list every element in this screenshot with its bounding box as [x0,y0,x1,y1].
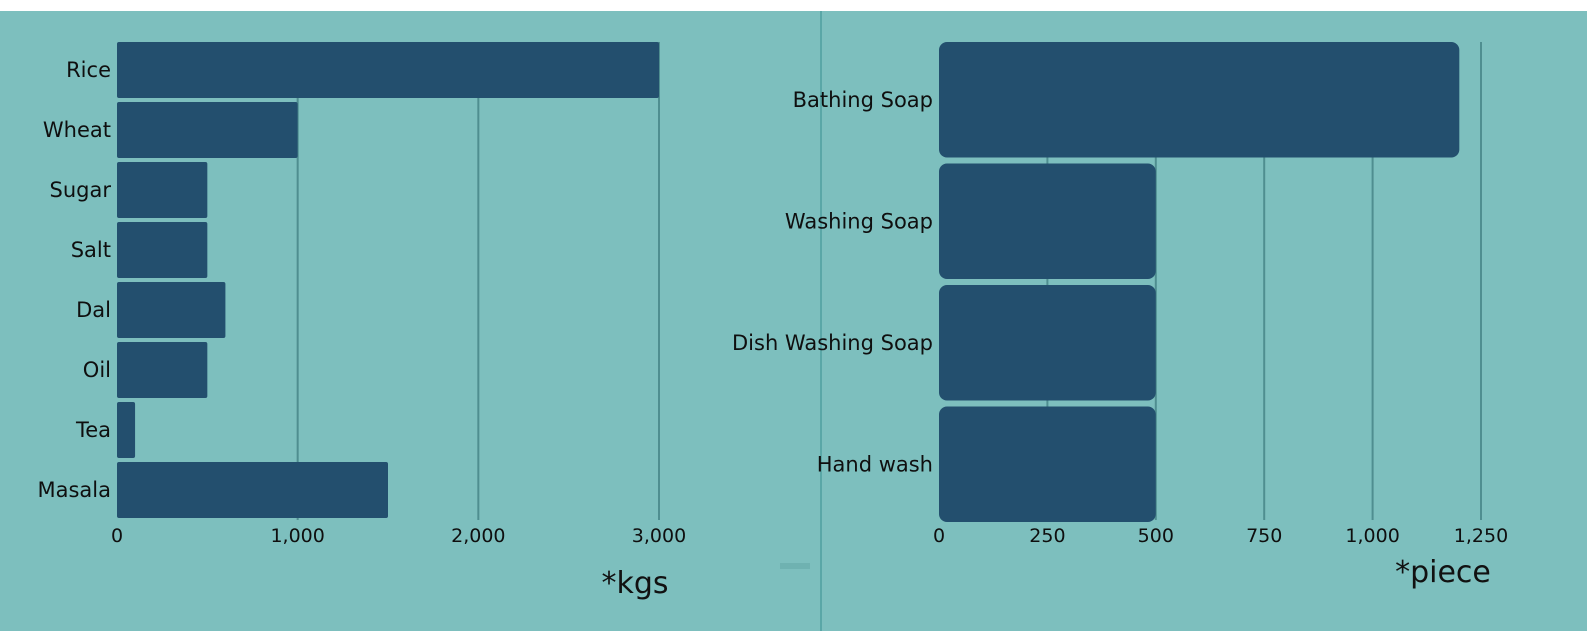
unit-label-kgs: *kgs [601,566,668,601]
x-tick-kgs-2: 2,000 [451,525,505,547]
category-label-washing-soap: Washing Soap [785,209,933,233]
bar-sugar [117,162,208,218]
bar-dal [117,282,226,338]
bar-tea [117,402,136,458]
x-tick-piece-3: 750 [1246,525,1282,547]
bar-wheat [117,102,298,158]
bar-hand-wash [939,406,1156,522]
category-label-bathing-soap: Bathing Soap [793,88,933,112]
x-tick-piece-2: 500 [1138,525,1174,547]
x-tick-piece-0: 0 [933,525,945,547]
category-label-salt: Salt [71,238,111,262]
divider-handle [780,563,810,569]
x-tick-kgs-3: 3,000 [632,525,686,547]
category-label-hand-wash: Hand wash [817,452,933,476]
bar-washing-soap [939,163,1156,279]
x-tick-piece-1: 250 [1029,525,1065,547]
category-label-dal: Dal [76,298,111,322]
category-label-tea: Tea [75,418,111,442]
bar-rice [117,42,659,98]
category-label-rice: Rice [66,58,111,82]
bar-oil [117,342,208,398]
bar-masala [117,462,388,518]
bar-salt [117,222,208,278]
x-tick-kgs-1: 1,000 [270,525,324,547]
bar-bathing-soap [939,42,1460,158]
category-label-masala: Masala [38,478,112,502]
category-label-wheat: Wheat [43,118,111,142]
category-label-sugar: Sugar [50,178,112,202]
x-tick-piece-5: 1,250 [1454,525,1508,547]
panel-divider [820,11,822,631]
x-tick-kgs-0: 0 [111,525,123,547]
bar-dish-washing-soap [939,285,1156,401]
unit-label-piece: *piece [1395,555,1491,590]
x-tick-piece-4: 1,000 [1345,525,1399,547]
category-label-oil: Oil [83,358,111,382]
category-label-dish-washing-soap: Dish Washing Soap [732,331,933,355]
